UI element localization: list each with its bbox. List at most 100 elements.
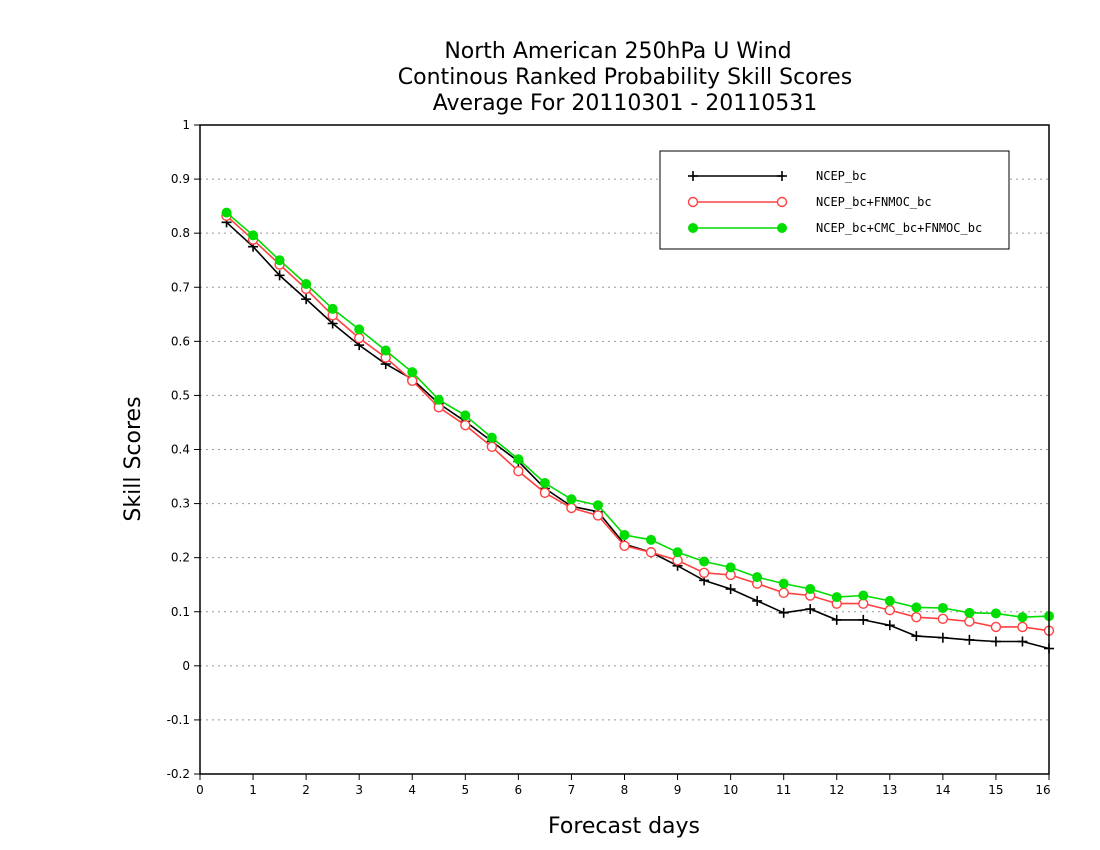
legend-marker bbox=[777, 223, 787, 233]
series-3-point bbox=[301, 279, 312, 290]
legend-marker bbox=[687, 196, 699, 208]
series-3-line bbox=[225, 211, 1050, 619]
series-1-point bbox=[911, 631, 922, 642]
series-2-point bbox=[566, 502, 577, 514]
series-3-point bbox=[884, 595, 895, 606]
y-tick-label: 0.1 bbox=[171, 605, 190, 619]
series-2-line bbox=[225, 215, 1050, 632]
y-tick-label: 0.7 bbox=[171, 280, 190, 294]
series-1-point bbox=[752, 595, 763, 606]
series-3-point bbox=[354, 324, 365, 335]
legend-marker bbox=[777, 171, 787, 181]
series-1-point bbox=[778, 607, 789, 618]
chart-titles: North American 250hPa U Wind Continous R… bbox=[398, 39, 852, 116]
series-3-point bbox=[699, 556, 710, 567]
series-3-point bbox=[274, 255, 285, 266]
series-3-point bbox=[486, 432, 497, 443]
x-tick-label: 16 bbox=[1035, 783, 1050, 797]
legend-item-3: NCEP_bc+CMC_bc+FNMOC_bc bbox=[688, 221, 982, 235]
series-3-point bbox=[672, 547, 683, 558]
series-3-point bbox=[460, 410, 471, 421]
series-2-point bbox=[592, 510, 604, 521]
chart-title-line-2: Continous Ranked Probability Skill Score… bbox=[398, 65, 852, 90]
series-3-point bbox=[619, 529, 630, 540]
x-tick-label: 5 bbox=[461, 783, 469, 797]
series-3-point bbox=[752, 572, 763, 583]
series-2-point bbox=[407, 375, 418, 387]
legend-item-1: NCEP_bc bbox=[688, 169, 867, 183]
series-3-point bbox=[513, 454, 524, 465]
y-axis-label: Skill Scores bbox=[121, 396, 146, 521]
series-1-point bbox=[937, 632, 948, 643]
series-3-point bbox=[778, 578, 789, 589]
legend-box bbox=[659, 150, 1010, 250]
series-3-point bbox=[327, 303, 338, 314]
series-1-point bbox=[884, 620, 895, 631]
y-tick-label: 0.4 bbox=[171, 443, 190, 457]
series-2-point bbox=[698, 567, 710, 579]
x-axis-ticks: 0 1 2 3 4 5 6 7 8 9 10 11 12 13 14 15 16 bbox=[196, 774, 1051, 797]
series-2-point bbox=[937, 613, 949, 624]
series-3-point bbox=[911, 602, 922, 613]
legend-label: NCEP_bc bbox=[816, 169, 867, 183]
grid bbox=[200, 178, 1049, 721]
x-tick-label: 4 bbox=[408, 783, 416, 797]
chart-title-line-3: Average For 20110301 - 20110531 bbox=[433, 91, 818, 116]
series-2-point bbox=[353, 332, 365, 344]
y-tick-label: 0.3 bbox=[171, 497, 190, 511]
x-tick-label: 9 bbox=[674, 783, 682, 797]
series-3-point bbox=[725, 562, 736, 573]
legend-label: NCEP_bc+CMC_bc+FNMOC_bc bbox=[816, 221, 982, 235]
series-3-point bbox=[221, 207, 232, 218]
x-tick-label: 12 bbox=[829, 783, 844, 797]
series-3-point bbox=[646, 534, 657, 545]
y-tick-label: 0.6 bbox=[171, 334, 190, 348]
y-axis-ticks: 1 0.9 0.8 0.7 0.6 0.5 0.4 0.3 0.2 0.1 0 -0.1 -0.2 bbox=[167, 118, 200, 781]
series-2-point bbox=[778, 587, 789, 599]
x-tick-label: 7 bbox=[568, 783, 576, 797]
x-tick-label: 10 bbox=[723, 783, 738, 797]
series-3-point bbox=[407, 367, 418, 378]
series-3-point bbox=[805, 584, 816, 595]
legend-marker bbox=[688, 223, 698, 233]
series-1-point bbox=[1017, 636, 1028, 647]
series-1-point bbox=[725, 584, 736, 595]
legend: NCEP_bc NCEP_bc+FNMOC_bc NCEP_bc+CMC_bc+FN… bbox=[659, 150, 1010, 250]
series-3-point bbox=[858, 590, 869, 601]
y-tick-label: 0.8 bbox=[171, 226, 190, 240]
series-3-point bbox=[539, 478, 550, 489]
y-tick-label: 1 bbox=[182, 118, 190, 132]
series-1 bbox=[221, 217, 1054, 654]
series-2-point bbox=[645, 547, 657, 558]
x-tick-label: 2 bbox=[302, 783, 310, 797]
series-1-line bbox=[225, 221, 1050, 650]
plot-frame bbox=[199, 124, 1050, 775]
chart-title-line-1: North American 250hPa U Wind bbox=[444, 39, 791, 64]
series-2-point bbox=[539, 487, 551, 498]
legend-marker bbox=[776, 196, 788, 208]
series-3-point bbox=[1017, 612, 1028, 623]
y-tick-label: -0.2 bbox=[167, 767, 190, 781]
legend-label: NCEP_bc+FNMOC_bc bbox=[816, 195, 932, 209]
x-tick-label: 14 bbox=[935, 783, 950, 797]
series-1-point bbox=[964, 634, 975, 645]
x-tick-label: 6 bbox=[515, 783, 523, 797]
series-1-point bbox=[301, 294, 312, 305]
y-tick-label: 0.5 bbox=[171, 388, 190, 402]
x-tick-label: 3 bbox=[355, 783, 363, 797]
legend-marker bbox=[688, 171, 698, 181]
series-2-point bbox=[911, 611, 922, 623]
y-tick-label: 0.2 bbox=[171, 551, 190, 565]
series-layer bbox=[221, 207, 1055, 654]
series-3-point bbox=[990, 608, 1001, 619]
series-2-point bbox=[1017, 621, 1028, 633]
series-2 bbox=[221, 210, 1055, 636]
series-3-point bbox=[937, 602, 948, 613]
series-3 bbox=[221, 207, 1054, 623]
series-1-point bbox=[858, 614, 869, 625]
x-tick-label: 15 bbox=[988, 783, 1003, 797]
series-3-point bbox=[566, 494, 577, 505]
series-2-point bbox=[990, 621, 1002, 633]
y-tick-label: 0 bbox=[182, 659, 190, 673]
